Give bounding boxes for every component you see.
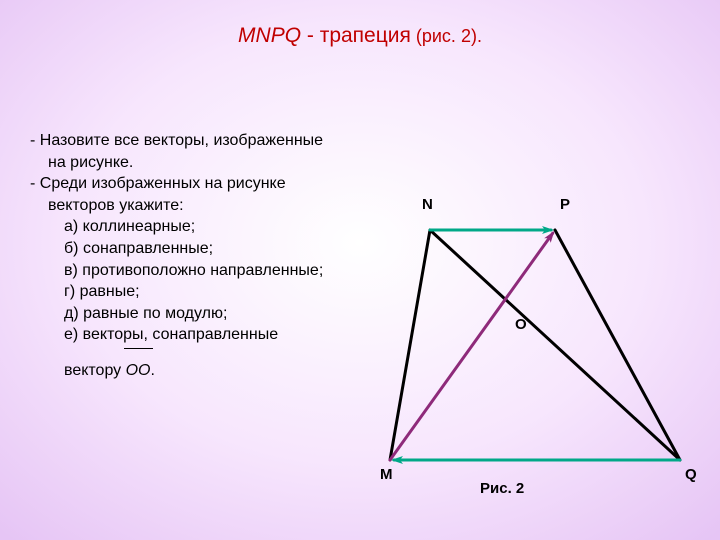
slide: MNPQ - трапеция (рис. 2). - Назовите все… — [0, 0, 720, 540]
page-title: MNPQ - трапеция (рис. 2). — [0, 24, 720, 48]
task-2v: в) противоположно направленные; — [30, 260, 340, 282]
task-2g: г) равные; — [30, 281, 340, 303]
vertex-label-M: M — [380, 466, 393, 483]
task-list: - Назовите все векторы, изображенные на … — [30, 130, 340, 382]
vector-bar-icon — [124, 348, 153, 350]
figure-caption: Рис. 2 — [480, 480, 524, 497]
task-1: - Назовите все векторы, изображенные на … — [30, 130, 340, 173]
title-shape: MNPQ — [238, 24, 301, 47]
task-2e-line1: е) векторы, сонаправленные — [30, 324, 340, 346]
vertex-label-N: N — [422, 196, 433, 213]
diagram-svg — [360, 180, 700, 500]
task-2b: б) сонаправленные; — [30, 238, 340, 260]
title-dash: - — [301, 24, 320, 47]
title-paren: (рис. 2). — [411, 26, 482, 46]
trapezoid-diagram: M N P Q O Рис. 2 — [360, 180, 700, 500]
title-word: трапеция — [320, 24, 411, 47]
vector-oo: ОО — [126, 360, 151, 382]
task-2d: д) равные по модулю; — [30, 303, 340, 325]
vertex-label-O: O — [515, 316, 527, 333]
vertex-label-P: P — [560, 196, 570, 213]
task-2e-line2: вектору ОО. — [30, 360, 340, 382]
vertex-label-Q: Q — [685, 466, 697, 483]
task-2a: а) коллинеарные; — [30, 216, 340, 238]
task-2: - Среди изображенных на рисунке векторов… — [30, 173, 340, 216]
